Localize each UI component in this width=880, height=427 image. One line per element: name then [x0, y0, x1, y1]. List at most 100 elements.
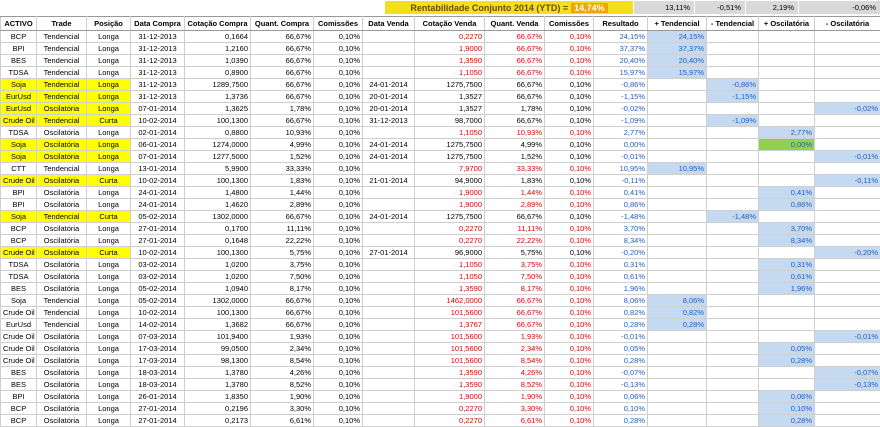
- cell-data-compra[interactable]: 17-03-2014: [131, 355, 185, 367]
- cell-plus-tendencial[interactable]: [648, 247, 707, 259]
- cell-cotacao-venda[interactable]: 1275,7500: [415, 79, 485, 91]
- cell-data-compra[interactable]: 27-01-2014: [131, 223, 185, 235]
- cell-cotacao-venda[interactable]: 1,3527: [415, 91, 485, 103]
- cell-activo[interactable]: TDSA: [1, 67, 37, 79]
- cell-posicao[interactable]: Longa: [87, 319, 131, 331]
- cell-cotacao-compra[interactable]: 1,3780: [185, 367, 251, 379]
- cell-data-venda[interactable]: 31-12-2013: [363, 115, 415, 127]
- cell-trade[interactable]: Oscilatória: [37, 343, 87, 355]
- cell-comissoes-compra[interactable]: 0,10%: [314, 283, 363, 295]
- cell-cotacao-compra[interactable]: 1,4800: [185, 187, 251, 199]
- cell-activo[interactable]: BES: [1, 367, 37, 379]
- cell-resultado[interactable]: 24,15%: [594, 31, 648, 43]
- cell-plus-tendencial[interactable]: [648, 139, 707, 151]
- cell-posicao[interactable]: Longa: [87, 103, 131, 115]
- cell-cotacao-venda[interactable]: 1,3590: [415, 379, 485, 391]
- cell-activo[interactable]: BCP: [1, 403, 37, 415]
- cell-data-venda[interactable]: [363, 307, 415, 319]
- cell-activo[interactable]: Crude Oil: [1, 307, 37, 319]
- cell-posicao[interactable]: Longa: [87, 283, 131, 295]
- cell-resultado[interactable]: 0,06%: [594, 391, 648, 403]
- cell-comissoes-venda[interactable]: 0,10%: [545, 127, 594, 139]
- cell-comissoes-compra[interactable]: 0,10%: [314, 187, 363, 199]
- cell-minus-oscilatoria[interactable]: [815, 199, 880, 211]
- cell-minus-oscilatoria[interactable]: [815, 343, 880, 355]
- cell-minus-tendencial[interactable]: -1,48%: [707, 211, 759, 223]
- cell-plus-oscilatoria[interactable]: [759, 43, 815, 55]
- cell-data-venda[interactable]: [363, 295, 415, 307]
- cell-cotacao-venda[interactable]: 98,7000: [415, 115, 485, 127]
- cell-comissoes-compra[interactable]: 0,10%: [314, 139, 363, 151]
- cell-activo[interactable]: BPI: [1, 43, 37, 55]
- cell-cotacao-venda[interactable]: 1,9000: [415, 43, 485, 55]
- cell-plus-tendencial[interactable]: [648, 235, 707, 247]
- cell-minus-oscilatoria[interactable]: [815, 391, 880, 403]
- cell-data-venda[interactable]: [363, 379, 415, 391]
- summary-minus-tendencial[interactable]: -0,51%: [694, 1, 745, 14]
- cell-cotacao-venda[interactable]: 1,3590: [415, 283, 485, 295]
- summary-plus-oscilatoria[interactable]: 2,19%: [745, 1, 798, 14]
- cell-cotacao-compra[interactable]: 5,9900: [185, 163, 251, 175]
- cell-minus-tendencial[interactable]: -1,15%: [707, 91, 759, 103]
- cell-comissoes-compra[interactable]: 0,10%: [314, 367, 363, 379]
- cell-comissoes-venda[interactable]: 0,10%: [545, 175, 594, 187]
- cell-minus-oscilatoria[interactable]: [815, 307, 880, 319]
- cell-quant-venda[interactable]: 1,44%: [485, 187, 545, 199]
- cell-cotacao-venda[interactable]: 0,2270: [415, 31, 485, 43]
- cell-activo[interactable]: CTT: [1, 163, 37, 175]
- cell-cotacao-compra[interactable]: 100,1300: [185, 307, 251, 319]
- cell-comissoes-venda[interactable]: 0,10%: [545, 91, 594, 103]
- cell-plus-tendencial[interactable]: [648, 403, 707, 415]
- cell-plus-oscilatoria[interactable]: 0,10%: [759, 403, 815, 415]
- cell-data-venda[interactable]: [363, 31, 415, 43]
- cell-plus-tendencial[interactable]: [648, 331, 707, 343]
- cell-data-compra[interactable]: 31-12-2013: [131, 43, 185, 55]
- cell-quant-venda[interactable]: 10,93%: [485, 127, 545, 139]
- cell-quant-compra[interactable]: 11,11%: [251, 223, 314, 235]
- cell-data-compra[interactable]: 02-01-2014: [131, 127, 185, 139]
- cell-activo[interactable]: Soja: [1, 79, 37, 91]
- cell-minus-oscilatoria[interactable]: [815, 43, 880, 55]
- cell-data-compra[interactable]: 17-03-2014: [131, 343, 185, 355]
- cell-cotacao-compra[interactable]: 100,1300: [185, 115, 251, 127]
- cell-minus-tendencial[interactable]: [707, 271, 759, 283]
- cell-plus-oscilatoria[interactable]: [759, 211, 815, 223]
- cell-quant-venda[interactable]: 7,50%: [485, 271, 545, 283]
- cell-minus-oscilatoria[interactable]: [815, 223, 880, 235]
- cell-minus-tendencial[interactable]: [707, 235, 759, 247]
- cell-cotacao-compra[interactable]: 1277,5000: [185, 151, 251, 163]
- cell-activo[interactable]: EurUsd: [1, 319, 37, 331]
- cell-data-venda[interactable]: [363, 199, 415, 211]
- cell-data-venda[interactable]: [363, 67, 415, 79]
- cell-quant-compra[interactable]: 8,17%: [251, 283, 314, 295]
- cell-data-venda[interactable]: 27-01-2014: [363, 247, 415, 259]
- cell-plus-oscilatoria[interactable]: [759, 31, 815, 43]
- cell-quant-venda[interactable]: 8,54%: [485, 355, 545, 367]
- cell-comissoes-venda[interactable]: 0,10%: [545, 295, 594, 307]
- cell-minus-oscilatoria[interactable]: -0,01%: [815, 151, 880, 163]
- cell-quant-venda[interactable]: 66,67%: [485, 211, 545, 223]
- cell-quant-compra[interactable]: 8,52%: [251, 379, 314, 391]
- column-header[interactable]: - Tendencial: [707, 17, 759, 31]
- cell-quant-venda[interactable]: 4,26%: [485, 367, 545, 379]
- cell-data-venda[interactable]: [363, 187, 415, 199]
- cell-cotacao-venda[interactable]: 1,9000: [415, 199, 485, 211]
- cell-resultado[interactable]: -0,07%: [594, 367, 648, 379]
- cell-cotacao-venda[interactable]: 1,3590: [415, 55, 485, 67]
- cell-data-compra[interactable]: 10-02-2014: [131, 175, 185, 187]
- cell-resultado[interactable]: -0,01%: [594, 331, 648, 343]
- cell-comissoes-venda[interactable]: 0,10%: [545, 223, 594, 235]
- cell-cotacao-compra[interactable]: 100,1300: [185, 175, 251, 187]
- cell-plus-oscilatoria[interactable]: 0,31%: [759, 259, 815, 271]
- cell-quant-compra[interactable]: 66,67%: [251, 79, 314, 91]
- cell-resultado[interactable]: 0,61%: [594, 271, 648, 283]
- cell-cotacao-compra[interactable]: 0,1664: [185, 31, 251, 43]
- cell-plus-tendencial[interactable]: 37,37%: [648, 43, 707, 55]
- cell-minus-tendencial[interactable]: [707, 367, 759, 379]
- cell-trade[interactable]: Oscilatória: [37, 355, 87, 367]
- cell-cotacao-venda[interactable]: 101,5600: [415, 343, 485, 355]
- cell-posicao[interactable]: Longa: [87, 367, 131, 379]
- cell-comissoes-compra[interactable]: 0,10%: [314, 259, 363, 271]
- cell-posicao[interactable]: Curta: [87, 175, 131, 187]
- cell-plus-tendencial[interactable]: 24,15%: [648, 31, 707, 43]
